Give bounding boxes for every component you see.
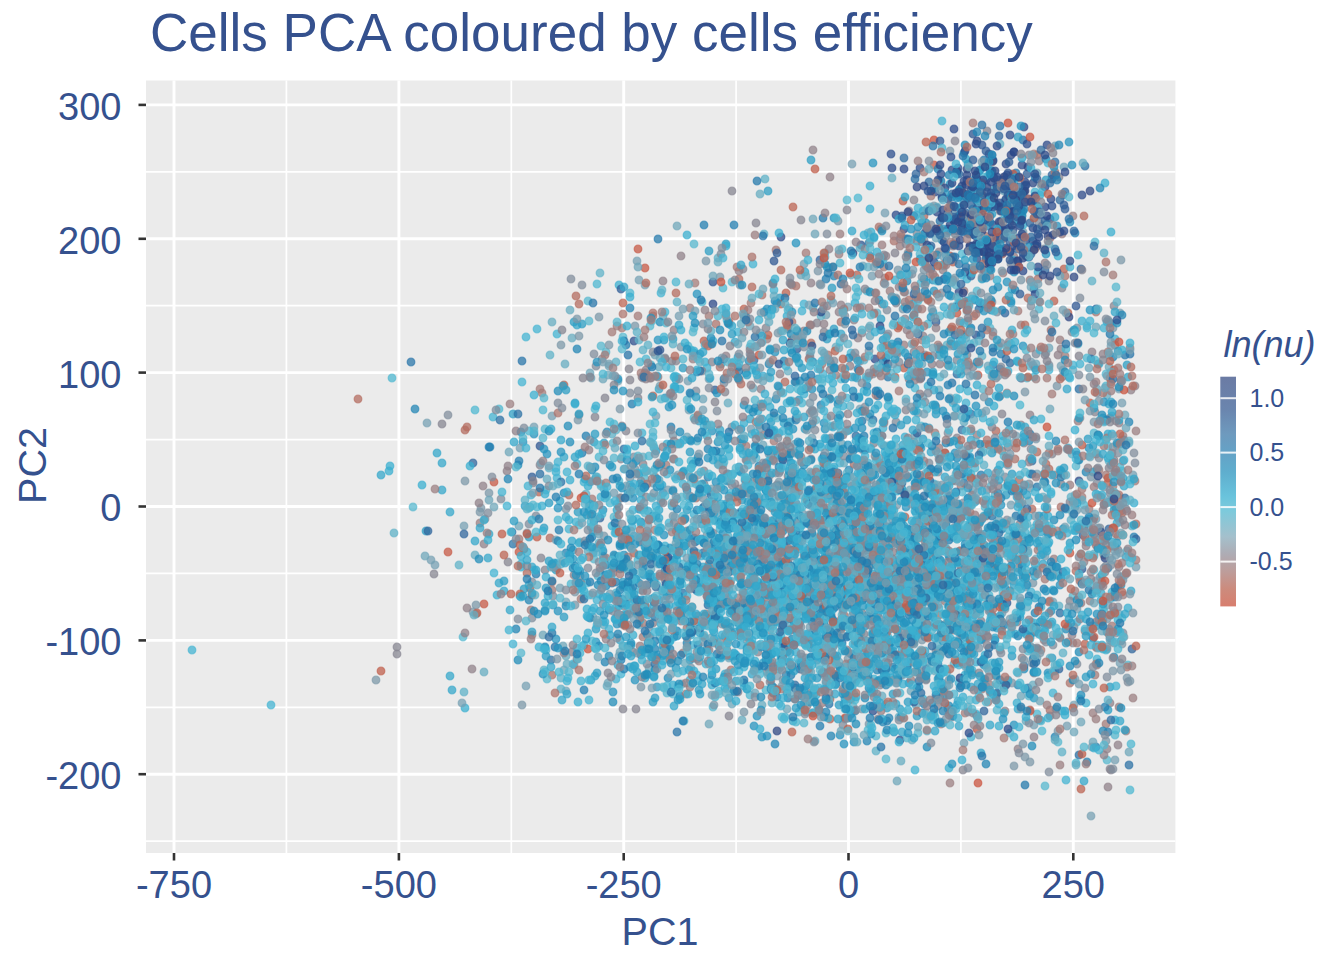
svg-text:PC1: PC1	[622, 909, 699, 953]
svg-text:0: 0	[838, 864, 859, 906]
svg-text:0.0: 0.0	[1250, 493, 1285, 521]
svg-text:-0.5: -0.5	[1250, 547, 1293, 575]
svg-text:Cells PCA coloured by cells ef: Cells PCA coloured by cells efficiency	[150, 3, 1033, 62]
svg-text:200: 200	[58, 220, 121, 262]
svg-text:300: 300	[58, 86, 121, 128]
svg-text:0: 0	[100, 487, 121, 529]
svg-text:-100: -100	[45, 621, 121, 663]
svg-text:100: 100	[58, 354, 121, 396]
svg-text:1.0: 1.0	[1250, 384, 1285, 412]
svg-text:-750: -750	[136, 864, 212, 906]
svg-text:0.5: 0.5	[1250, 438, 1285, 466]
svg-text:-500: -500	[361, 864, 437, 906]
svg-text:-250: -250	[586, 864, 662, 906]
svg-text:PC2: PC2	[10, 427, 54, 504]
svg-text:-200: -200	[45, 755, 121, 797]
svg-text:ln(nu): ln(nu)	[1223, 324, 1315, 365]
svg-text:250: 250	[1042, 864, 1105, 906]
